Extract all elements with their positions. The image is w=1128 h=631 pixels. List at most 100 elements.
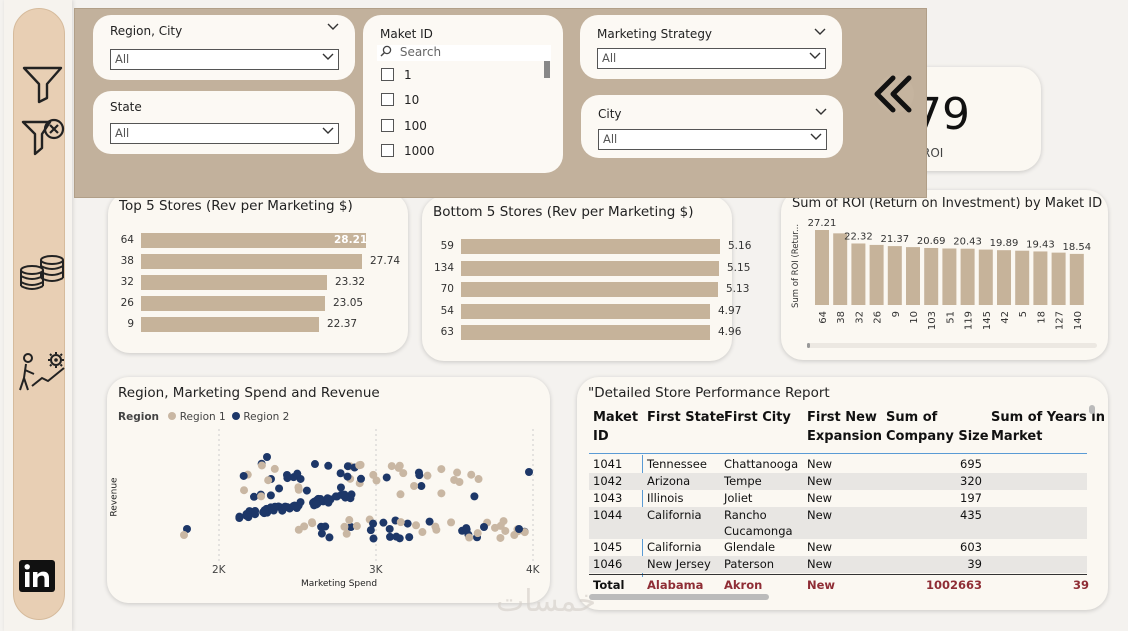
filter-icon[interactable] (21, 64, 65, 104)
market-id-item[interactable]: 100 (381, 119, 427, 135)
scatter-point[interactable] (412, 521, 421, 530)
scatter-point[interactable] (264, 476, 273, 485)
scatter-point[interactable] (473, 529, 482, 538)
scatter-point[interactable] (369, 470, 378, 479)
scatter-point[interactable] (425, 517, 434, 526)
roi-bar[interactable] (851, 243, 866, 305)
scatter-point[interactable] (183, 525, 191, 533)
scatter-point[interactable] (467, 470, 476, 479)
scatter-point[interactable] (239, 471, 248, 480)
scatter-point[interactable] (437, 489, 446, 498)
scatter-point[interactable] (270, 464, 279, 473)
roi-bar[interactable] (978, 249, 993, 305)
scatter-point[interactable] (447, 518, 456, 527)
scatter-point[interactable] (403, 519, 412, 528)
chevron-down-icon[interactable] (815, 108, 827, 116)
legend-region1[interactable]: Region 1 (179, 411, 226, 423)
roi-bar[interactable] (1015, 250, 1030, 305)
scatter-point[interactable] (418, 528, 427, 537)
scatter-point[interactable] (387, 462, 396, 471)
scatter-point[interactable] (525, 468, 533, 476)
roi-bar[interactable] (1051, 252, 1066, 305)
scatter-point[interactable] (346, 523, 355, 532)
roi-bar[interactable] (1033, 251, 1048, 305)
scatter-point[interactable] (501, 526, 510, 535)
scatter-point[interactable] (293, 469, 302, 478)
roi-bar[interactable] (997, 250, 1011, 305)
bar[interactable] (141, 296, 325, 311)
scatter-point[interactable] (382, 473, 391, 482)
market-id-scrollbar[interactable] (544, 61, 550, 78)
scatter-point[interactable] (366, 526, 375, 535)
market-id-item[interactable]: 1 (381, 68, 412, 84)
roi-bar[interactable] (833, 233, 848, 305)
scatter-point[interactable] (345, 516, 354, 525)
roi-bar[interactable] (869, 244, 884, 305)
scatter-point[interactable] (470, 492, 479, 501)
roi-bar[interactable] (906, 247, 920, 305)
person-strategy-icon[interactable] (18, 350, 68, 392)
scatter-point[interactable] (270, 502, 279, 511)
scatter-point[interactable] (312, 500, 321, 509)
bar[interactable] (461, 260, 719, 276)
checkbox[interactable] (381, 119, 394, 132)
scatter-point[interactable] (336, 469, 345, 478)
bar[interactable] (461, 282, 718, 297)
scatter-point[interactable] (405, 533, 414, 542)
scatter-point[interactable] (474, 475, 483, 484)
scatter-point[interactable] (386, 532, 395, 541)
scatter-point[interactable] (437, 465, 446, 474)
scatter-point[interactable] (324, 496, 333, 505)
scatter-point[interactable] (250, 492, 259, 501)
marketing-strategy-dropdown[interactable]: All (597, 48, 826, 69)
market-id-item[interactable]: 10 (381, 93, 419, 109)
scatter-point[interactable] (331, 492, 340, 501)
roi-bar[interactable] (942, 248, 957, 305)
region-city-dropdown[interactable]: All (110, 49, 339, 70)
roi-scrollbar[interactable] (807, 343, 1097, 348)
scatter-point[interactable] (260, 506, 269, 515)
table-vscroll[interactable] (1089, 405, 1095, 414)
scatter-point[interactable] (266, 491, 275, 500)
bar[interactable] (141, 275, 327, 290)
scatter-point[interactable] (396, 490, 405, 499)
scatter-point[interactable] (369, 519, 378, 528)
scatter-point[interactable] (355, 461, 364, 470)
scatter-point[interactable] (244, 513, 253, 522)
bar[interactable] (461, 303, 710, 319)
scatter-point[interactable] (480, 523, 488, 531)
collapse-panel-icon[interactable] (869, 72, 919, 116)
state-dropdown[interactable]: All (110, 123, 339, 144)
scatter-point[interactable] (340, 522, 349, 531)
scatter-point[interactable] (317, 529, 326, 538)
scatter-point[interactable] (257, 492, 266, 501)
coins-stack-icon[interactable] (18, 252, 68, 292)
scatter-point[interactable] (324, 461, 333, 470)
scatter-point[interactable] (515, 525, 523, 533)
scatter-point[interactable] (336, 483, 345, 492)
scatter-point[interactable] (251, 507, 260, 516)
bar[interactable] (141, 254, 362, 269)
roi-bar[interactable] (960, 248, 975, 305)
scatter-point[interactable] (394, 463, 403, 472)
table-hscroll[interactable] (589, 594, 769, 600)
scatter-point[interactable] (496, 521, 505, 530)
scatter-point[interactable] (310, 460, 319, 469)
checkbox[interactable] (381, 93, 394, 106)
scatter-point[interactable] (455, 478, 464, 487)
bar[interactable] (141, 233, 366, 248)
scatter-point[interactable] (275, 484, 284, 493)
scatter-point[interactable] (369, 534, 378, 543)
scatter-point[interactable] (240, 486, 249, 495)
roi-bar[interactable] (924, 247, 939, 305)
scatter-point[interactable] (180, 531, 188, 539)
legend-region2[interactable]: Region 2 (243, 411, 290, 423)
scatter-point[interactable] (294, 485, 303, 494)
chevron-down-icon[interactable] (327, 23, 339, 31)
chevron-down-icon[interactable] (814, 28, 826, 36)
scatter-point[interactable] (417, 482, 426, 491)
scatter-point[interactable] (352, 522, 361, 531)
scatter-point[interactable] (432, 525, 441, 534)
scatter-point[interactable] (462, 525, 471, 534)
scatter-point[interactable] (283, 471, 291, 479)
